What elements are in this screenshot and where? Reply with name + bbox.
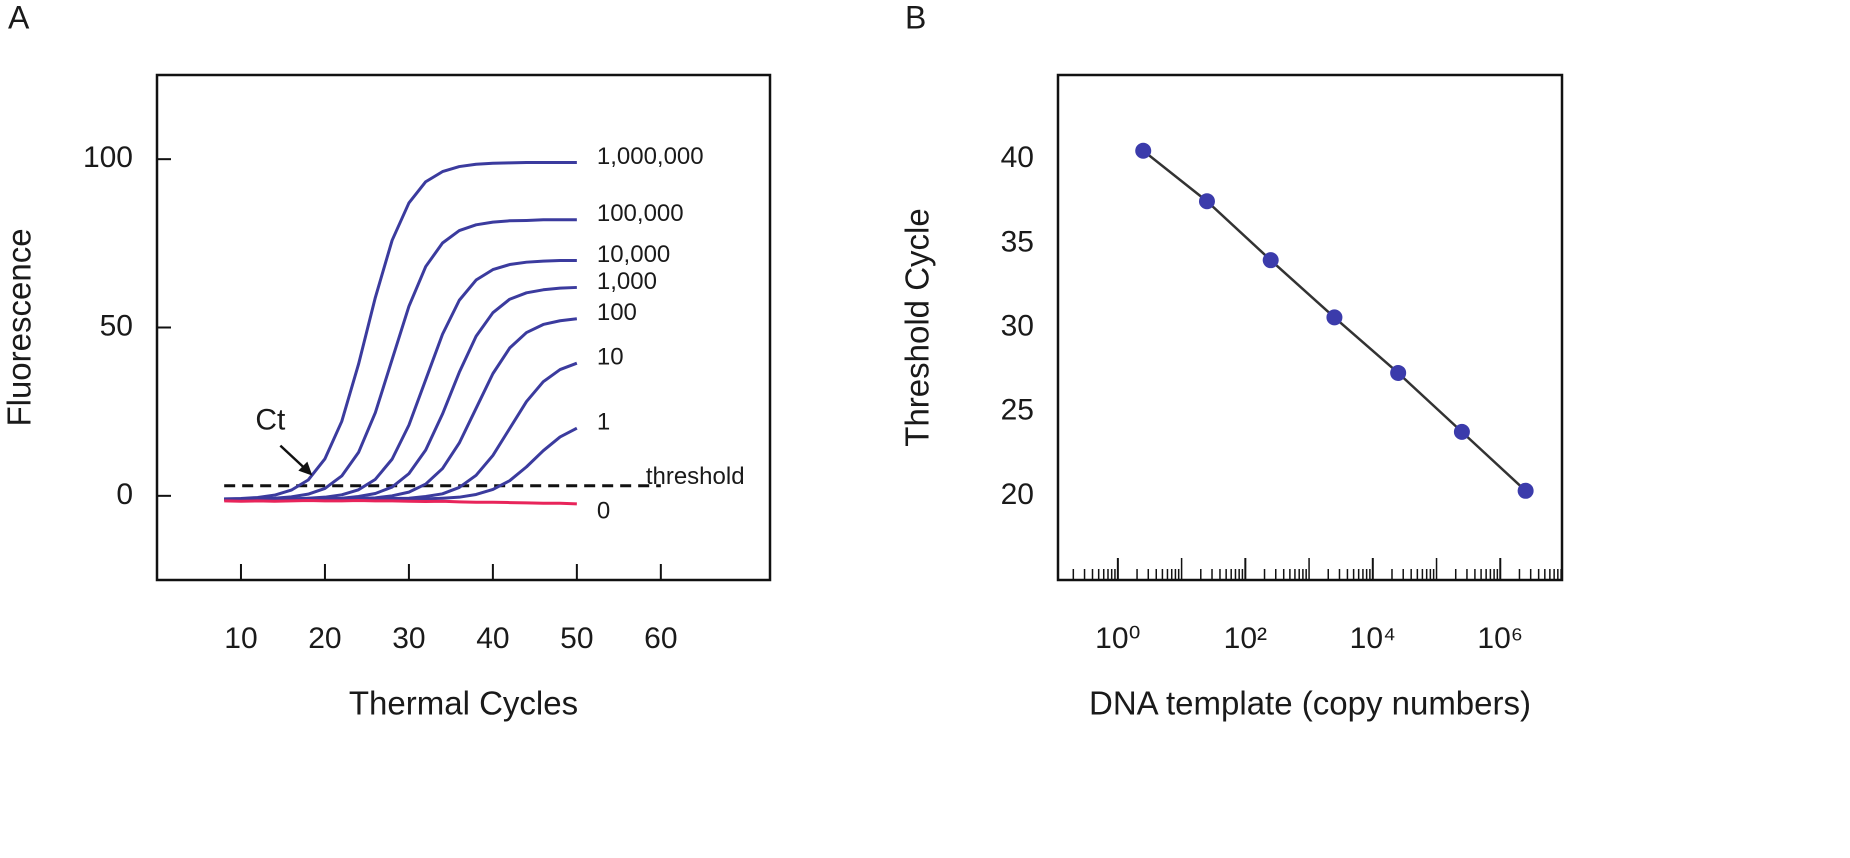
series-label: 100,000 <box>597 200 684 227</box>
series-label: 1,000,000 <box>597 143 704 170</box>
series-label: 1 <box>597 409 610 436</box>
x-tick-label: 10⁴ <box>1350 622 1396 655</box>
data-point <box>1135 142 1152 159</box>
series-label: 100 <box>597 299 637 326</box>
y-tick-label: 40 <box>1001 141 1034 174</box>
x-tick-label: 10 <box>224 622 257 655</box>
y-tick-label: 0 <box>116 478 133 511</box>
data-point <box>1517 482 1534 499</box>
annotation-arrowhead <box>298 461 313 476</box>
panel-letter: A <box>8 0 30 35</box>
y-axis-title: Fluorescence <box>1 228 38 426</box>
x-tick-label: 60 <box>644 622 677 655</box>
x-tick-label: 10⁰ <box>1095 622 1140 655</box>
data-point <box>1198 193 1215 210</box>
series-line <box>224 426 578 501</box>
series-label: 10,000 <box>597 241 670 268</box>
data-point <box>1262 252 1279 269</box>
panel-letter: B <box>905 0 926 35</box>
x-tick-label: 50 <box>560 622 593 655</box>
series-label: 0 <box>597 497 610 524</box>
data-point <box>1326 309 1343 326</box>
y-tick-label: 30 <box>1001 309 1034 342</box>
x-tick-label: 10⁶ <box>1477 622 1523 655</box>
x-axis-title: DNA template (copy numbers) <box>1089 685 1531 722</box>
series-line <box>224 161 577 501</box>
x-tick-label: 10² <box>1224 622 1267 655</box>
y-tick-label: 100 <box>83 141 133 174</box>
y-tick-label: 20 <box>1001 478 1034 511</box>
y-tick-label: 25 <box>1001 394 1034 427</box>
data-point <box>1453 423 1470 440</box>
series-line <box>224 259 577 501</box>
plot-frame <box>1056 73 1564 582</box>
data-point <box>1390 364 1407 381</box>
y-tick-label: 50 <box>100 309 133 342</box>
series-label: 10 <box>597 344 624 371</box>
x-axis-title: Thermal Cycles <box>349 685 578 722</box>
y-tick-label: 35 <box>1001 225 1034 258</box>
x-tick-label: 30 <box>392 622 425 655</box>
series-line <box>224 499 577 506</box>
annotation-text: Ct <box>255 404 286 437</box>
y-axis-title: Threshold Cycle <box>899 208 936 446</box>
series-label: 1,000 <box>597 268 657 295</box>
threshold-label: threshold <box>646 463 745 490</box>
x-tick-label: 40 <box>476 622 509 655</box>
x-tick-label: 20 <box>308 622 341 655</box>
